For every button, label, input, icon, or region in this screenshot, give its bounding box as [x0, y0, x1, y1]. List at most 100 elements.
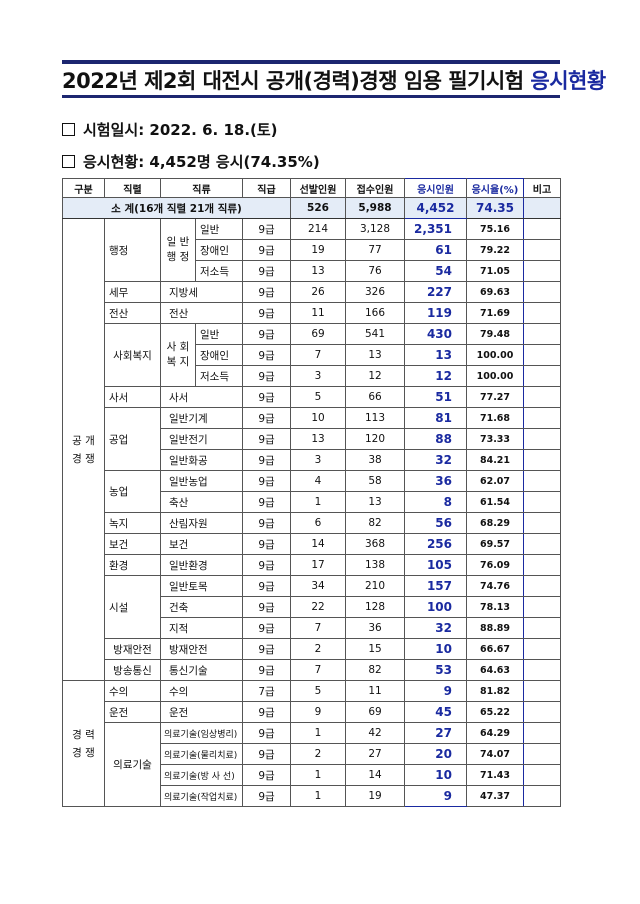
attended-cell: 20 — [404, 743, 467, 765]
applied-cell: 138 — [345, 554, 405, 576]
note-cell — [523, 302, 561, 324]
attended-cell: 32 — [404, 449, 467, 471]
selected-cell: 10 — [290, 407, 346, 429]
selected-cell: 2 — [290, 638, 346, 660]
selected-cell: 13 — [290, 428, 346, 450]
selected-cell: 1 — [290, 764, 346, 786]
rate-cell: 75.16 — [466, 218, 524, 240]
grade-cell: 9급 — [242, 512, 291, 534]
grade-cell: 9급 — [242, 239, 291, 261]
grade-cell: 9급 — [242, 302, 291, 324]
note-cell — [523, 344, 561, 366]
grade-cell: 9급 — [242, 407, 291, 429]
duty-cell: 일반전기 — [160, 428, 243, 450]
subtotal-row: 소 계(16개 직렬 21개 직류) 526 5,988 4,452 74.35 — [62, 197, 561, 219]
table-row: 전산 전산 9급 11 166 119 71.69 — [63, 302, 561, 324]
applied-cell: 210 — [345, 575, 405, 597]
series-cell: 의료기술 — [104, 722, 161, 807]
category-cell: 공 개 경 쟁 — [62, 218, 105, 681]
selected-cell: 214 — [290, 218, 346, 240]
note-cell — [523, 680, 561, 702]
series-cell: 환경 — [104, 554, 161, 576]
grade-cell: 9급 — [242, 533, 291, 555]
duty-cell: 일반환경 — [160, 554, 243, 576]
note-cell — [523, 512, 561, 534]
rate-cell: 68.29 — [466, 512, 524, 534]
grade-cell: 9급 — [242, 659, 291, 681]
duty-cell: 사서 — [160, 386, 243, 408]
attended-cell: 157 — [404, 575, 467, 597]
applied-cell: 368 — [345, 533, 405, 555]
duty-cell: 지방세 — [160, 281, 243, 303]
attended-cell: 256 — [404, 533, 467, 555]
duty-cell: 일반화공 — [160, 449, 243, 471]
rate-cell: 88.89 — [466, 617, 524, 639]
selected-cell: 22 — [290, 596, 346, 618]
grade-cell: 9급 — [242, 365, 291, 387]
duty-cell: 저소득 — [195, 365, 243, 387]
series-cell: 전산 — [104, 302, 161, 324]
subtotal-label: 소 계(16개 직렬 21개 직류) — [62, 197, 291, 219]
selected-cell: 7 — [290, 659, 346, 681]
selected-cell: 26 — [290, 281, 346, 303]
grade-cell: 9급 — [242, 344, 291, 366]
rate-cell: 100.00 — [466, 365, 524, 387]
applied-cell: 3,128 — [345, 218, 405, 240]
applied-cell: 11 — [345, 680, 405, 702]
rate-cell: 69.57 — [466, 533, 524, 555]
table-row: 방송통신 통신기술 9급 7 82 53 64.63 — [63, 659, 561, 681]
duty-cell: 통신기술 — [160, 659, 243, 681]
attendance-line: 응시현황: 4,452명 응시(74.35%) — [62, 151, 320, 172]
applied-cell: 12 — [345, 365, 405, 387]
subtotal-attended: 4,452 — [404, 197, 467, 219]
attended-cell: 9 — [404, 785, 467, 807]
note-cell — [523, 743, 561, 765]
applied-cell: 42 — [345, 722, 405, 744]
duty-cell: 의료기술(방 사 선) — [160, 764, 243, 786]
applied-cell: 76 — [345, 260, 405, 282]
table-row: 세무 지방세 9급 26 326 227 69.63 — [63, 281, 561, 303]
selected-cell: 6 — [290, 512, 346, 534]
attended-cell: 8 — [404, 491, 467, 513]
attended-cell: 27 — [404, 722, 467, 744]
table-row: 일반전기 9급 13 120 88 73.33 — [63, 428, 561, 450]
attended-cell: 227 — [404, 281, 467, 303]
table-row: 녹지 산림자원 9급 6 82 56 68.29 — [63, 512, 561, 534]
applied-cell: 66 — [345, 386, 405, 408]
note-cell — [523, 575, 561, 597]
rate-cell: 66.67 — [466, 638, 524, 660]
rate-cell: 74.76 — [466, 575, 524, 597]
duty-cell: 지적 — [160, 617, 243, 639]
selected-cell: 3 — [290, 449, 346, 471]
duty-cell: 의료기술(임상병리) — [160, 722, 243, 744]
header-duty: 직류 — [160, 178, 243, 198]
selected-cell: 13 — [290, 260, 346, 282]
subtotal-applied: 5,988 — [345, 197, 405, 219]
header-attended: 응시인원 — [404, 178, 467, 198]
series-cell: 공업 — [104, 407, 161, 471]
grade-cell: 9급 — [242, 554, 291, 576]
rate-cell: 84.21 — [466, 449, 524, 471]
series-cell: 방재안전 — [104, 638, 161, 660]
note-cell — [523, 638, 561, 660]
table-body: 공 개 경 쟁 행정 일 반 행 정 일반 9급 214 3,128 2,351 75.16 장애… — [62, 218, 561, 807]
attended-cell: 105 — [404, 554, 467, 576]
note-cell — [523, 407, 561, 429]
rate-cell: 74.07 — [466, 743, 524, 765]
rate-cell: 71.05 — [466, 260, 524, 282]
attended-cell: 32 — [404, 617, 467, 639]
rate-cell: 71.68 — [466, 407, 524, 429]
selected-cell: 4 — [290, 470, 346, 492]
applied-cell: 77 — [345, 239, 405, 261]
table-row: 의료기술 의료기술(임상병리) 9급 1 42 27 64.29 — [63, 722, 561, 807]
attended-cell: 2,351 — [404, 218, 467, 240]
applied-cell: 541 — [345, 323, 405, 345]
table-row: 의료기술(작업치료) 9급 1 19 9 47.37 — [63, 785, 561, 807]
attended-cell: 12 — [404, 365, 467, 387]
series-cell: 녹지 — [104, 512, 161, 534]
series-cell: 세무 — [104, 281, 161, 303]
duty-cell: 일반 — [195, 323, 243, 345]
grade-cell: 9급 — [242, 323, 291, 345]
subtotal-rate: 74.35 — [466, 197, 524, 219]
duty-cell: 산림자원 — [160, 512, 243, 534]
